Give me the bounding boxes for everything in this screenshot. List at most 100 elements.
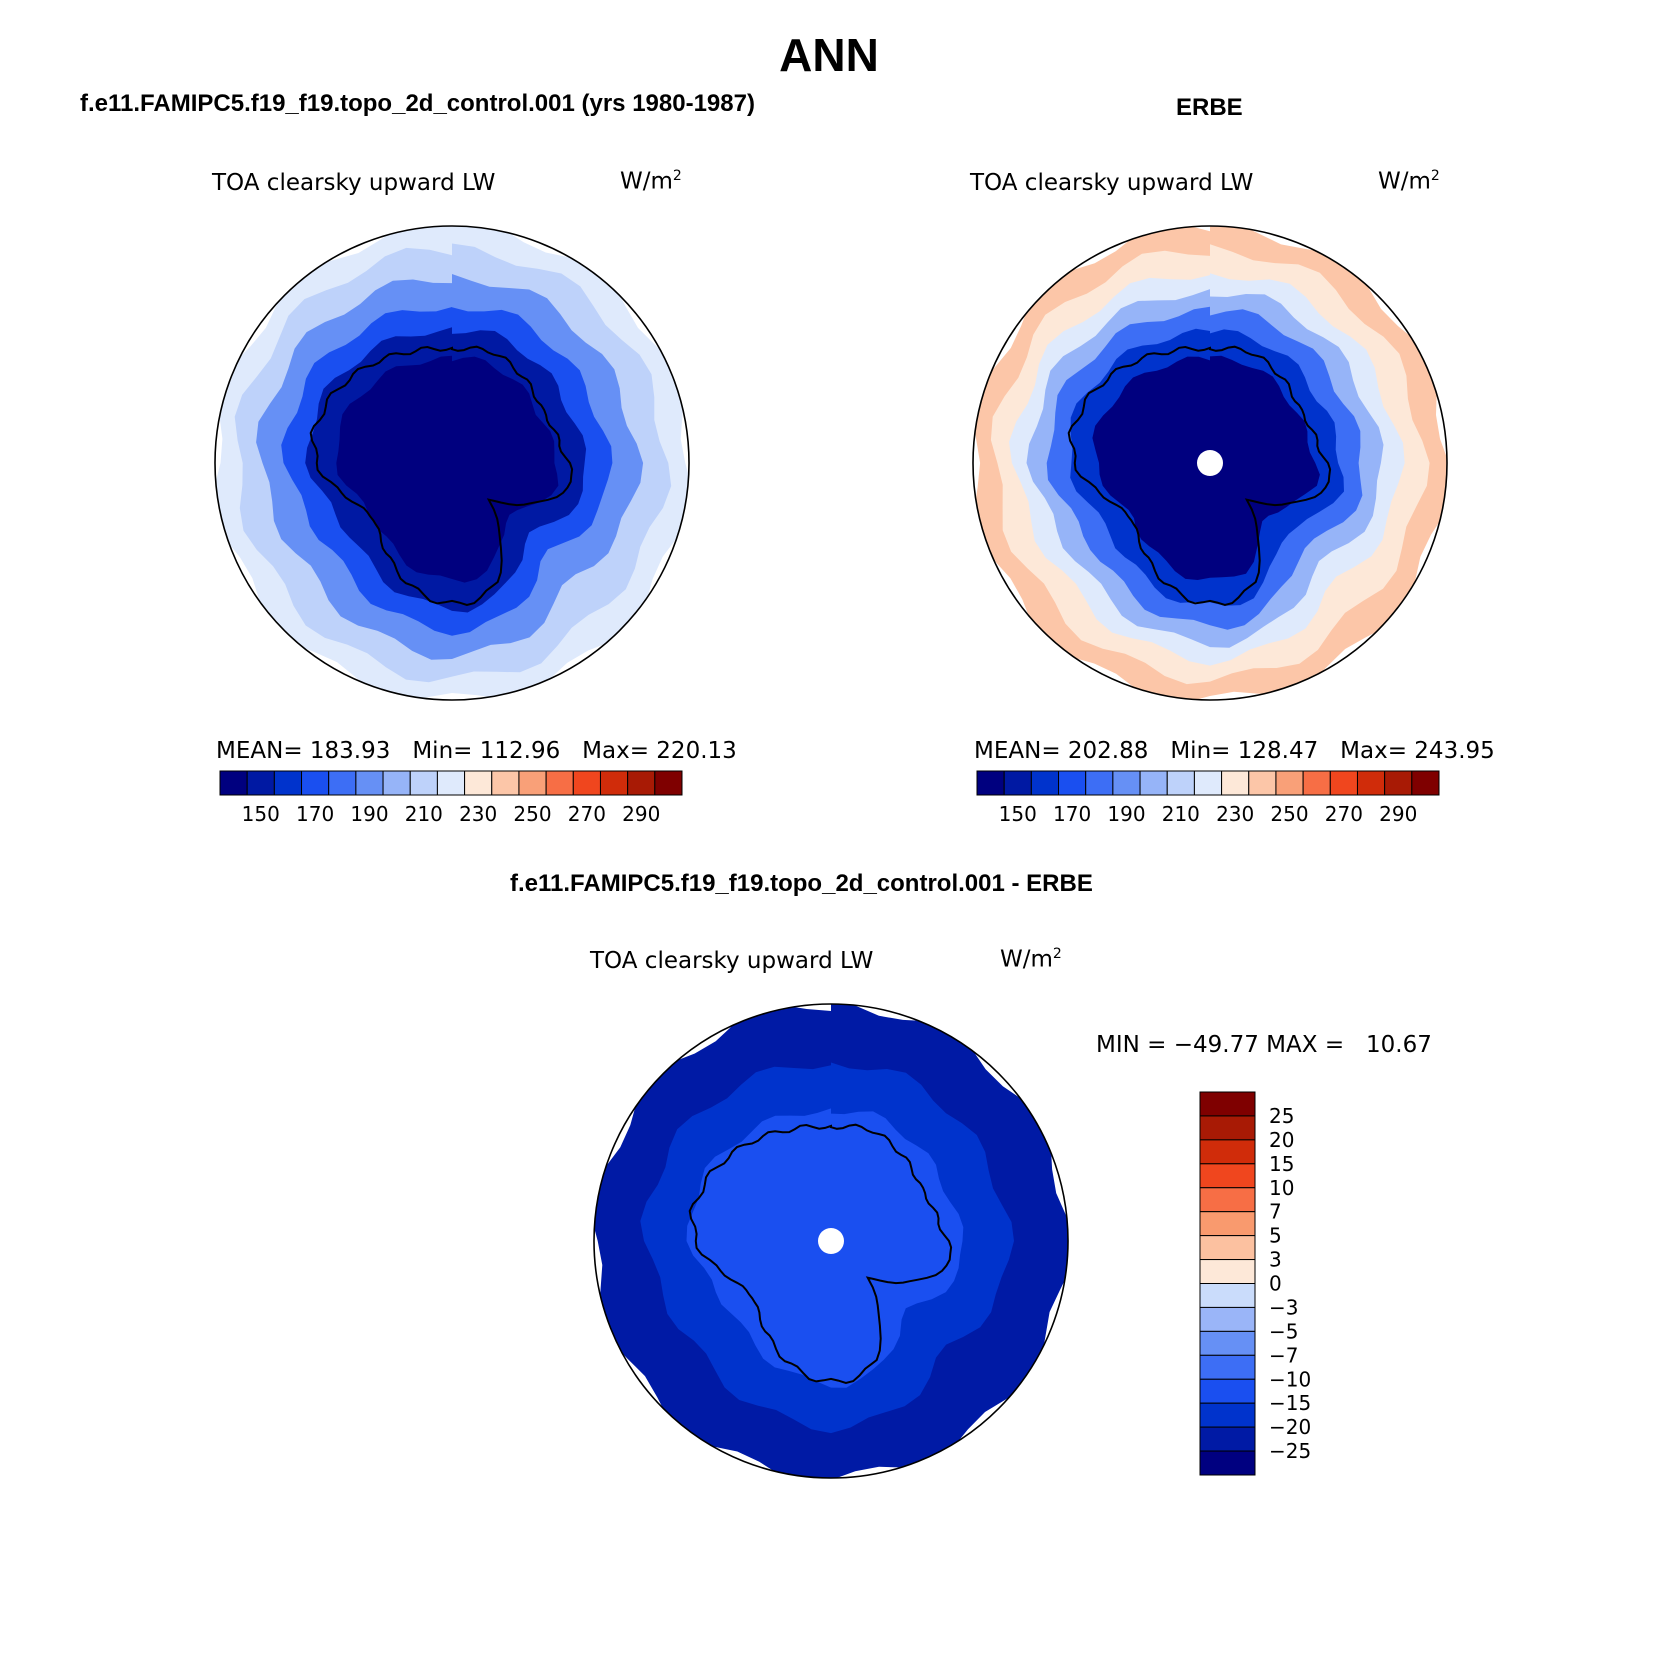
colorbar-swatch — [382, 770, 411, 796]
antarctica-coastline — [688, 1123, 953, 1385]
colorbar-swatch — [328, 770, 357, 796]
antarctica-coastline — [309, 345, 574, 607]
right-variable-label: TOA clearsky upward LW — [970, 170, 1254, 196]
bottom-map — [594, 1004, 1068, 1478]
colorbar-swatch — [976, 770, 1005, 796]
bottom-map-border — [593, 1003, 1069, 1479]
colorbar-swatch — [572, 770, 601, 796]
colorbar-swatch — [1199, 1259, 1256, 1284]
colorbar-tick-label: 210 — [405, 802, 443, 826]
colorbar-swatch — [545, 770, 574, 796]
colorbar-tick-label: 250 — [513, 802, 551, 826]
colorbar-swatch — [627, 770, 656, 796]
colorbar-swatch — [518, 770, 547, 796]
contour-band — [336, 355, 559, 583]
colorbar-tick-label: 10 — [1269, 1176, 1294, 1200]
colorbar-swatch — [1302, 770, 1331, 796]
colorbar-tick-label: 290 — [1379, 802, 1417, 826]
colorbar-swatch — [1139, 770, 1168, 796]
colorbar-swatch — [1221, 770, 1250, 796]
bottom-units-label: W/m2 — [1000, 946, 1062, 973]
colorbar-swatch — [1199, 1402, 1256, 1428]
colorbar-tick-label: 150 — [242, 802, 280, 826]
page-title: ANN — [779, 29, 879, 81]
right-panel-title: ERBE — [1176, 94, 1243, 121]
colorbar-swatch — [1199, 1235, 1256, 1261]
colorbar-swatch — [1085, 770, 1114, 796]
pole-missing-data — [818, 1228, 844, 1254]
colorbar-tick-label: 150 — [999, 802, 1037, 826]
colorbar-tick-label: 20 — [1269, 1128, 1294, 1152]
colorbar-swatch — [1199, 1450, 1256, 1476]
colorbar-swatch — [1199, 1306, 1256, 1332]
colorbar-swatch — [1329, 770, 1358, 796]
colorbar-swatch — [1030, 770, 1060, 796]
colorbar-swatch — [1199, 1139, 1256, 1165]
right-stats: MEAN= 202.88 Min= 128.47 Max= 243.95 — [974, 738, 1495, 764]
left-panel-title: f.e11.FAMIPC5.f19_f19.topo_2d_control.00… — [80, 90, 755, 117]
colorbar-swatch — [409, 770, 438, 796]
colorbar-swatch — [436, 770, 466, 796]
colorbar-tick-label: −10 — [1269, 1367, 1311, 1391]
colorbar-swatch — [1199, 1354, 1256, 1380]
left-variable-label: TOA clearsky upward LW — [212, 170, 496, 196]
colorbar-tick-label: −5 — [1269, 1319, 1298, 1343]
colorbar-tick-label: −7 — [1269, 1343, 1298, 1367]
colorbar-swatch — [491, 770, 520, 796]
colorbar-swatch — [1193, 770, 1223, 796]
colorbar-tick-label: 170 — [296, 802, 334, 826]
colorbar-tick-label: −3 — [1269, 1295, 1298, 1319]
colorbar-swatch — [355, 770, 384, 796]
colorbar-swatch — [219, 770, 248, 796]
colorbar-swatch — [1199, 1211, 1256, 1237]
colorbar-tick-label: 270 — [568, 802, 606, 826]
colorbar-swatch — [1199, 1283, 1256, 1308]
colorbar-swatch — [1384, 770, 1413, 796]
colorbar-swatch — [1112, 770, 1141, 796]
colorbar-swatch — [1275, 770, 1304, 796]
antarctica-coastline — [1067, 345, 1332, 607]
right-map — [973, 226, 1447, 700]
colorbar-tick-label: 190 — [350, 802, 388, 826]
colorbar-swatch — [1199, 1115, 1256, 1141]
right-units-label: W/m2 — [1378, 168, 1440, 195]
colorbar-swatch — [1248, 770, 1277, 796]
colorbar-tick-label: 7 — [1269, 1200, 1282, 1224]
left-stats: MEAN= 183.93 Min= 112.96 Max= 220.13 — [216, 738, 737, 764]
colorbar-tick-label: 5 — [1269, 1224, 1282, 1248]
colorbar-swatch — [654, 770, 683, 796]
colorbar-tick-label: −15 — [1269, 1391, 1311, 1415]
colorbar-tick-label: 270 — [1325, 802, 1363, 826]
colorbar-swatch — [1356, 770, 1386, 796]
colorbar-swatch — [1003, 770, 1032, 796]
left-units-label: W/m2 — [620, 168, 682, 195]
colorbar-tick-label: 250 — [1270, 802, 1308, 826]
right-map-border — [972, 225, 1448, 701]
colorbar-tick-label: 190 — [1107, 802, 1145, 826]
colorbar-tick-label: 290 — [622, 802, 660, 826]
colorbar-tick-label: −25 — [1269, 1439, 1311, 1463]
colorbar-tick-label: 230 — [1216, 802, 1254, 826]
colorbar-swatch — [1199, 1330, 1256, 1356]
colorbar-swatch — [1199, 1426, 1256, 1452]
colorbar-swatch — [1199, 1378, 1256, 1404]
colorbar-swatch — [1199, 1187, 1256, 1213]
colorbar-swatch — [301, 770, 330, 796]
colorbar-swatch — [1199, 1091, 1256, 1117]
colorbar-swatch — [1411, 770, 1440, 796]
colorbar-swatch — [1199, 1163, 1256, 1189]
colorbar-tick-label: 210 — [1162, 802, 1200, 826]
colorbar-tick-label: 3 — [1269, 1248, 1282, 1272]
colorbar-swatch — [273, 770, 303, 796]
left-colorbar: 150 170 190 210 230 250 270 290 — [219, 770, 683, 826]
colorbar-tick-label: 25 — [1269, 1104, 1294, 1128]
pole-missing-data — [1197, 450, 1223, 476]
colorbar-tick-label: −20 — [1269, 1415, 1311, 1439]
bottom-panel-title: f.e11.FAMIPC5.f19_f19.topo_2d_control.00… — [510, 870, 1093, 897]
right-colorbar: 150 170 190 210 230 250 270 290 — [976, 770, 1440, 826]
colorbar-swatch — [1166, 770, 1195, 796]
colorbar-swatch — [464, 770, 493, 796]
colorbar-swatch — [1058, 770, 1087, 796]
